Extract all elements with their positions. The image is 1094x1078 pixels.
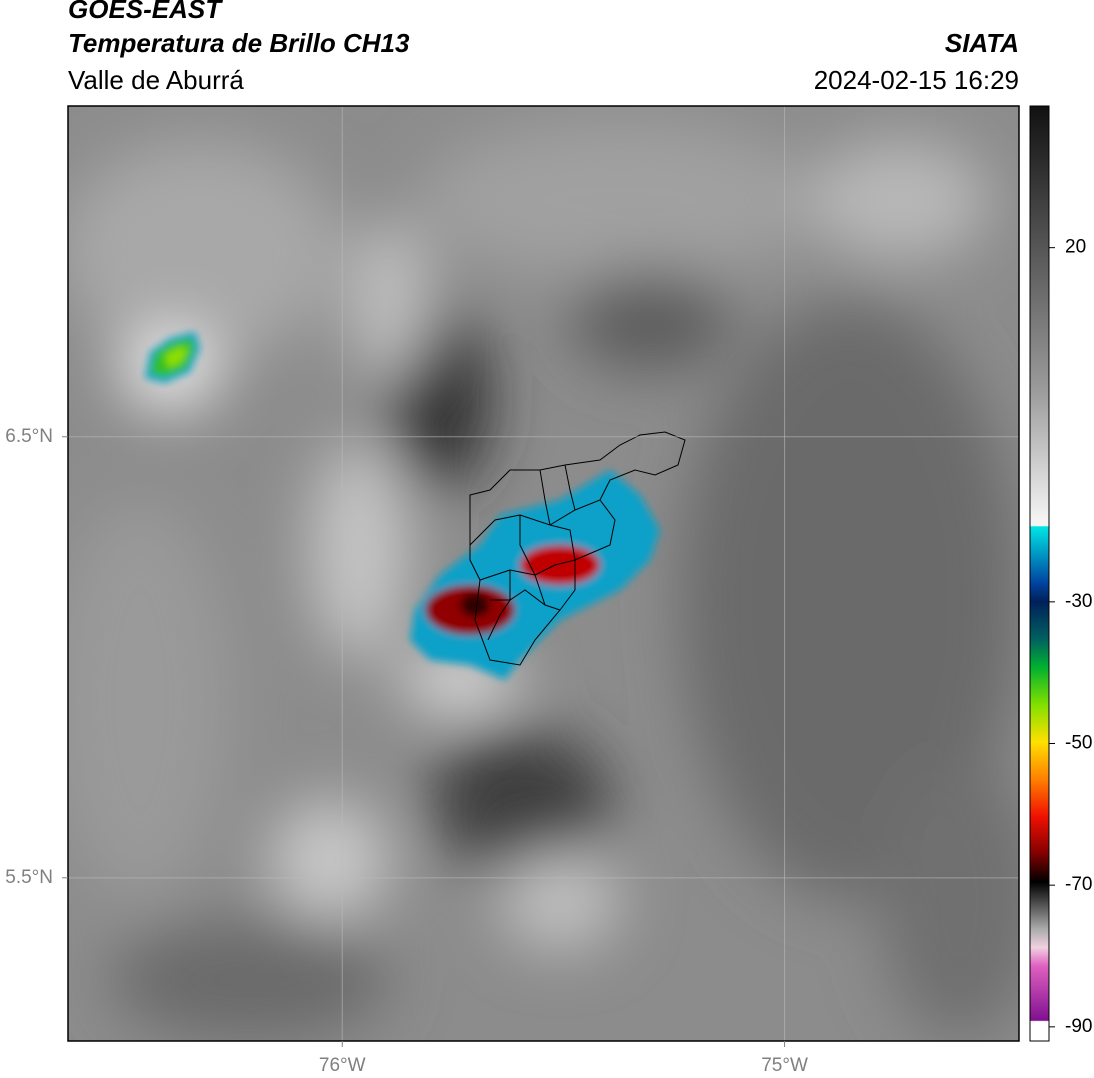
colorbar [1029, 105, 1050, 1042]
colorbar-tick-label: -90 [1065, 1016, 1092, 1037]
colorbar-tick-label: -70 [1065, 874, 1092, 895]
lon-tick-label: 76°W [319, 1055, 366, 1076]
title: GOES-EAST [68, 0, 223, 24]
map-frame [67, 105, 1020, 1042]
colorbar-tick-label: 20 [1065, 237, 1086, 258]
lat-tick-label: 6.5°N [5, 426, 53, 447]
source: SIATA [945, 28, 1019, 58]
region: Valle de Aburrá [68, 65, 244, 95]
subtitle: Temperatura de Brillo CH13 [68, 28, 410, 58]
colorbar-tick-label: -50 [1065, 733, 1092, 754]
graticule [68, 106, 1019, 1041]
satellite-image [68, 106, 1019, 1041]
lat-tick-label: 5.5°N [5, 867, 53, 888]
municipal-boundaries [469, 431, 686, 666]
datetime: 2024-02-15 16:29 [814, 65, 1019, 95]
colorbar-tick-label: -30 [1065, 591, 1092, 612]
lon-tick-label: 75°W [761, 1055, 808, 1076]
